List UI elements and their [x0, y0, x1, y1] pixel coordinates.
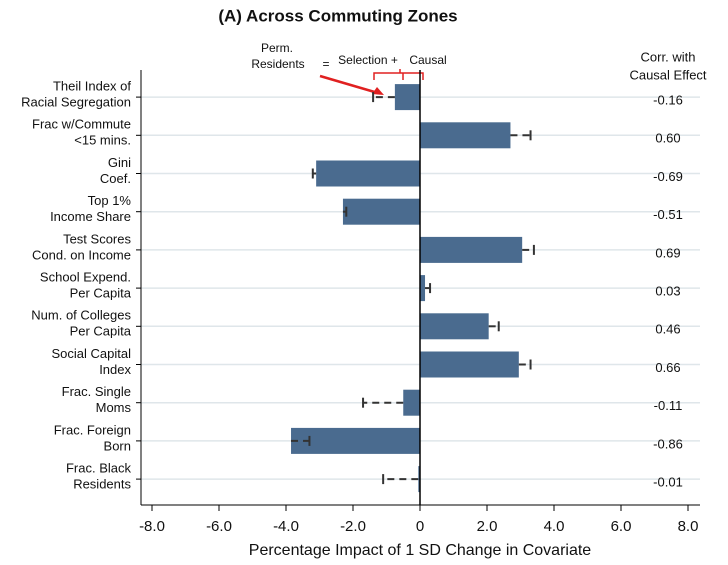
- y-tick-label: Index: [99, 362, 131, 377]
- x-tick-label: -6.0: [206, 518, 232, 535]
- x-tick-label: 2.0: [477, 518, 498, 535]
- bar: [342, 198, 420, 225]
- corr-label: 0.66: [655, 360, 680, 375]
- bar: [420, 122, 511, 149]
- y-tick-label: Social Capital: [52, 346, 132, 361]
- y-tick-label: Born: [104, 438, 131, 453]
- y-tick-label: Moms: [96, 400, 132, 415]
- x-tick-label: -2.0: [340, 518, 366, 535]
- chart-title: (A) Across Commuting Zones: [218, 6, 457, 25]
- y-tick-label: Cond. on Income: [32, 247, 131, 262]
- annotation-brace: [373, 69, 424, 80]
- y-tick-label: Racial Segregation: [21, 95, 131, 110]
- y-tick-label: Per Capita: [70, 286, 132, 301]
- corr-label: 0.46: [655, 322, 680, 337]
- corr-label: -0.01: [653, 475, 683, 490]
- y-tick-label: Test Scores: [63, 231, 131, 246]
- x-tick-label: 4.0: [544, 518, 565, 535]
- bar: [420, 351, 519, 378]
- x-axis-label: Percentage Impact of 1 SD Change in Cova…: [249, 542, 592, 559]
- corr-label: 0.60: [655, 131, 680, 146]
- annotation-arrowhead: [372, 87, 384, 95]
- x-tick-label: 8.0: [678, 518, 699, 535]
- y-tick-label: Coef.: [100, 171, 131, 186]
- corr-label: -0.11: [654, 398, 683, 413]
- y-tick-label: <15 mins.: [74, 133, 131, 148]
- annotation: Causal: [409, 53, 446, 67]
- bar: [316, 160, 420, 187]
- x-tick-label: 0: [416, 518, 424, 535]
- corr-title: Causal Effect: [629, 67, 706, 82]
- corr-title: Corr. with: [641, 49, 696, 64]
- y-tick-label: Theil Index of: [53, 79, 131, 94]
- y-tick-label: Top 1%: [88, 193, 132, 208]
- bar: [420, 275, 426, 302]
- y-tick-label: Frac. Foreign: [54, 422, 131, 437]
- y-tick-label: Frac w/Commute: [32, 117, 131, 132]
- y-tick-label: Income Share: [50, 209, 131, 224]
- y-tick-label: Frac. Black: [66, 461, 132, 476]
- y-tick-label: School Expend.: [40, 270, 131, 285]
- bar: [394, 84, 420, 111]
- corr-label: -0.51: [653, 207, 683, 222]
- annotation: Selection +: [338, 53, 398, 67]
- y-tick-label: Frac. Single: [62, 384, 131, 399]
- corr-label: 0.69: [655, 245, 680, 260]
- bar: [420, 313, 489, 340]
- bar: [420, 236, 523, 263]
- y-tick-label: Gini: [108, 155, 131, 170]
- corr-label: -0.16: [653, 93, 683, 108]
- bar: [418, 466, 420, 493]
- annotation-arrow: [319, 74, 379, 95]
- corr-label: -0.86: [653, 436, 683, 451]
- x-tick-label: -8.0: [139, 518, 165, 535]
- annotation: =: [322, 57, 329, 71]
- annotation: Perm.: [261, 41, 293, 55]
- y-tick-label: Num. of Colleges: [31, 308, 131, 323]
- annotation: Residents: [251, 57, 304, 71]
- bar: [291, 427, 420, 454]
- corr-label: 0.03: [655, 284, 680, 299]
- x-tick-label: -4.0: [273, 518, 299, 535]
- corr-label: -0.69: [653, 169, 683, 184]
- bar: [403, 389, 420, 416]
- x-tick-label: 6.0: [611, 518, 632, 535]
- y-tick-label: Residents: [73, 477, 131, 492]
- y-tick-label: Per Capita: [70, 324, 132, 339]
